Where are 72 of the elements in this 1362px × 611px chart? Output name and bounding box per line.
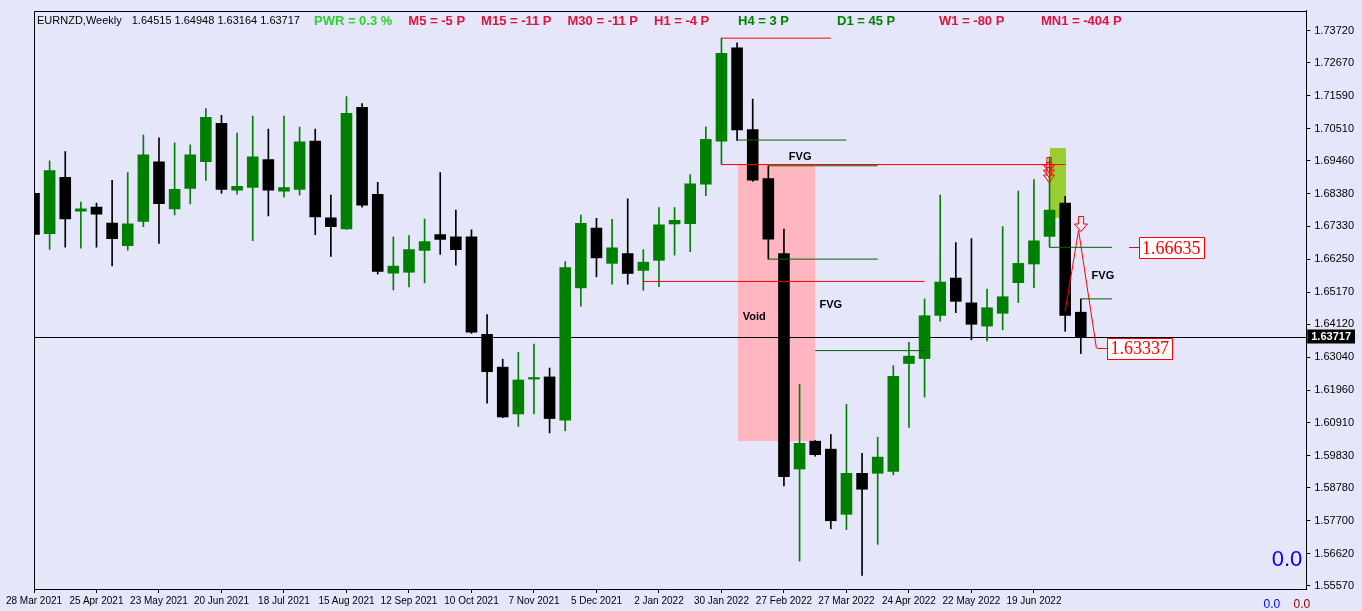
x-tick-label: 5 Dec 2021 <box>570 594 623 606</box>
y-tick-label: 1.56620 <box>1314 546 1354 559</box>
annotation: PWR = 0.3 % <box>313 12 393 28</box>
y-tick-label: 1.73720 <box>1314 23 1354 36</box>
candlestick <box>246 115 259 242</box>
y-tick-label: 1.63040 <box>1314 350 1354 363</box>
x-tick-label: 22 May 2022 <box>942 594 1001 606</box>
x-tick-label: 25 Apr 2021 <box>69 594 124 606</box>
y-tick-label: 1.66250 <box>1314 252 1354 265</box>
y-tick-label: 1.57700 <box>1314 513 1354 526</box>
candlestick <box>903 342 915 428</box>
text: 0.0 <box>1293 597 1311 611</box>
x-tick-label: 15 Aug 2021 <box>318 594 375 606</box>
annotation: M15 = -11 P <box>481 12 552 28</box>
chart-title: EURNZD,Weekly <box>37 13 123 26</box>
x-tick-label: 7 Nov 2021 <box>508 594 560 606</box>
annotation: FVG <box>788 149 812 162</box>
candlestick <box>856 453 868 576</box>
candlestick <box>278 115 290 198</box>
y-tick-label: 1.68380 <box>1314 186 1354 199</box>
annotation: FVG <box>1091 269 1115 282</box>
y-tick-label: 1.65170 <box>1314 285 1354 298</box>
x-tick-label: 20 Jun 2021 <box>193 594 250 606</box>
candlestick <box>450 209 462 266</box>
candlestick <box>231 132 243 195</box>
annotation: M5 = -5 P <box>408 12 466 28</box>
annotation: 1.63337 <box>1110 338 1169 359</box>
y-tick-label: 1.60910 <box>1314 415 1354 428</box>
annotation: 0.0 <box>1271 546 1303 571</box>
x-tick-label: 12 Sep 2021 <box>380 594 438 606</box>
annotation: H1 = -4 P <box>653 12 710 28</box>
candlestick <box>106 180 118 267</box>
y-tick-label: 1.71590 <box>1314 88 1354 101</box>
annotation: D1 = 45 P <box>837 12 896 28</box>
y-tick-label: 1.64120 <box>1314 317 1354 330</box>
annotation: FVG <box>819 297 843 310</box>
candlestick <box>996 226 1009 331</box>
x-tick-label: 19 Jun 2022 <box>1006 594 1062 606</box>
candlestick <box>621 198 634 285</box>
chart-subtitle: 1.64515 1.64948 1.63164 1.63717 <box>131 13 300 26</box>
candlestick <box>528 343 540 415</box>
x-tick-label: 27 Feb 2022 <box>755 594 813 606</box>
candlestick <box>606 218 618 285</box>
x-tick-label: 10 Oct 2021 <box>444 594 500 606</box>
annotation: H4 = 3 P <box>738 12 790 28</box>
x-tick-label: 28 Mar 2021 <box>5 594 63 606</box>
y-tick-label: 1.72670 <box>1314 55 1354 68</box>
y-tick-label: 1.58780 <box>1314 480 1354 493</box>
x-tick-label: 18 Jul 2021 <box>258 594 311 606</box>
candlestick <box>1028 179 1040 288</box>
x-tick-label: 30 Jan 2022 <box>693 594 750 606</box>
candlestick <box>1012 190 1025 303</box>
x-tick-label: 2 Jan 2022 <box>634 594 685 606</box>
text: 0.0 <box>1263 597 1281 611</box>
candlestick <box>325 194 337 257</box>
ref-line-label: 1.63717 <box>1311 330 1351 343</box>
x-tick-label: 27 Mar 2022 <box>818 594 875 606</box>
annotation: W1 = -80 P <box>939 12 1005 28</box>
candlestick <box>434 172 447 255</box>
annotation: Void <box>742 309 766 322</box>
y-tick-label: 1.55570 <box>1314 578 1354 591</box>
y-tick-label: 1.61960 <box>1314 383 1354 396</box>
y-tick-label: 1.70510 <box>1314 121 1354 134</box>
y-tick-label: 1.59830 <box>1314 448 1354 461</box>
x-tick-label: 23 May 2021 <box>130 594 189 606</box>
x-tick-label: 24 Apr 2022 <box>881 594 937 606</box>
annotation: 1.66635 <box>1142 237 1201 258</box>
candlestick <box>871 436 884 545</box>
y-tick-label: 1.69460 <box>1314 153 1354 166</box>
annotation: M30 = -11 P <box>567 12 639 28</box>
y-tick-label: 1.67330 <box>1314 219 1354 232</box>
annotation: MN1 = -404 P <box>1041 12 1122 28</box>
